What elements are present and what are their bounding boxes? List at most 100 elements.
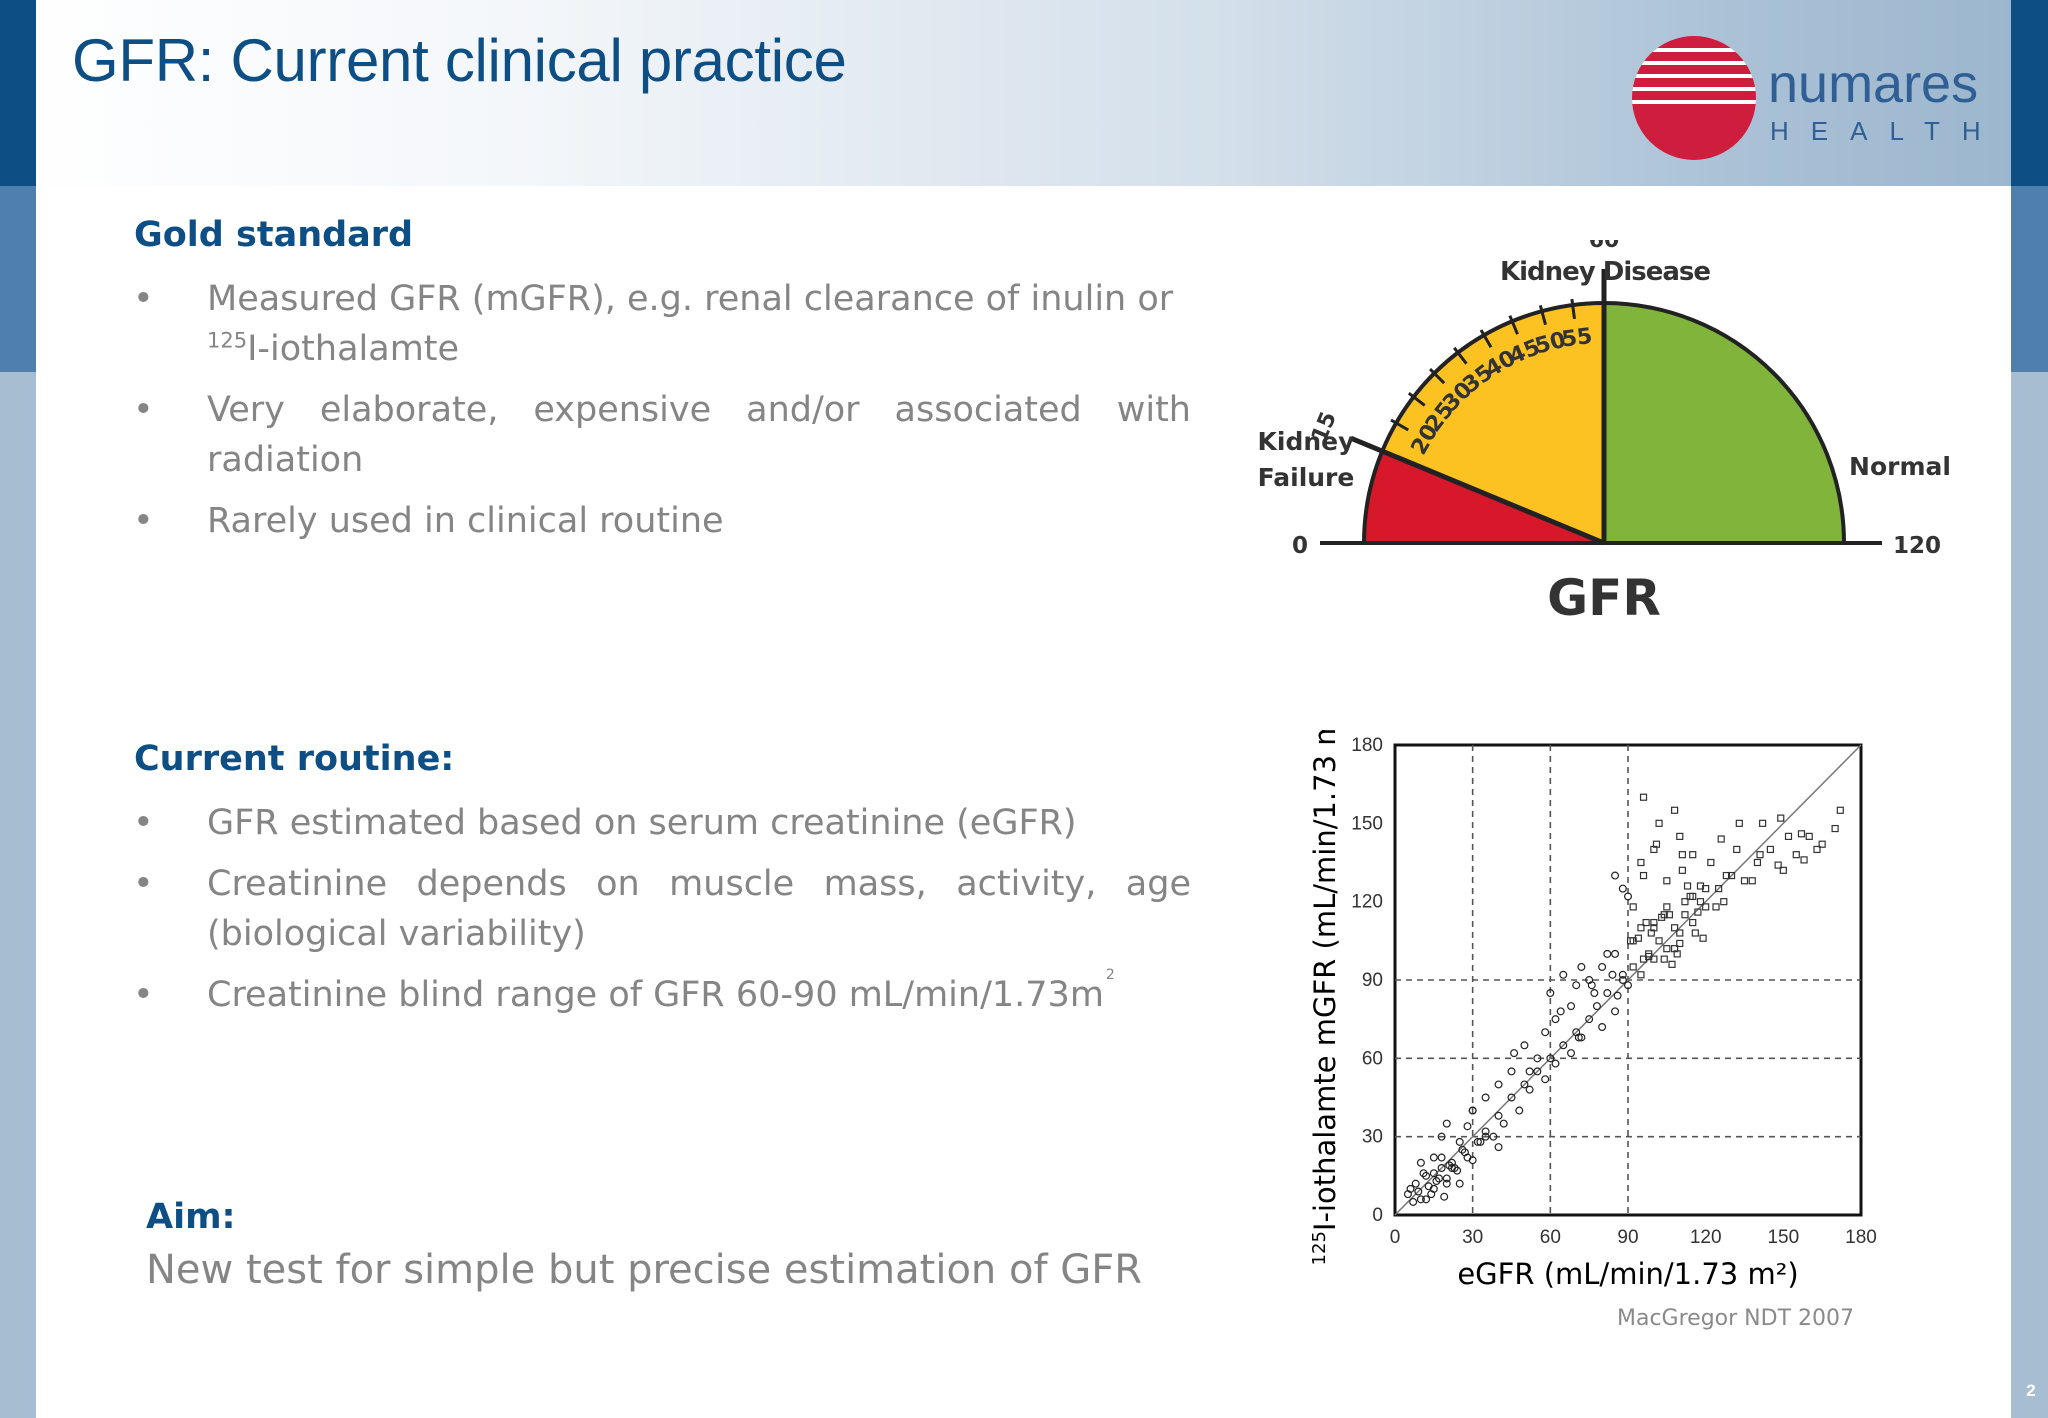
data-point xyxy=(1424,1182,1433,1191)
data-point xyxy=(1712,903,1720,911)
data-point xyxy=(1520,1080,1529,1089)
data-point xyxy=(1668,960,1676,968)
y-tick-label: 120 xyxy=(1351,892,1383,913)
data-point xyxy=(1683,882,1692,890)
list-item-text: Rarely used in clinical routine xyxy=(207,501,724,541)
data-point xyxy=(1567,1002,1576,1011)
data-point xyxy=(1702,903,1710,911)
data-point xyxy=(1608,970,1617,979)
data-point xyxy=(1753,858,1762,867)
gold-standard-list: • Measured GFR (mGFR), e.g. renal cleara… xyxy=(133,274,1191,557)
list-item-text-continued: I-iothalamte xyxy=(247,329,460,369)
bullet-icon: • xyxy=(133,501,154,541)
data-point xyxy=(1499,1119,1508,1128)
data-point xyxy=(1639,871,1648,880)
current-routine-list: • GFR estimated based on serum creatinin… xyxy=(133,798,1191,1031)
data-point xyxy=(1603,949,1612,958)
y-tick-labels: 0 30 60 90 120 150 180 xyxy=(1351,735,1383,1226)
data-point xyxy=(1476,1137,1485,1146)
y-tick-label: 60 xyxy=(1362,1048,1383,1069)
data-point xyxy=(1585,1015,1594,1024)
data-point xyxy=(1406,1184,1415,1193)
aim-heading: Aim: xyxy=(146,1197,236,1237)
data-point xyxy=(1689,851,1697,859)
data-point xyxy=(1637,971,1645,979)
x-axis-title: eGFR (mL/min/1.73 m²) xyxy=(1457,1257,1798,1291)
gauge-tick xyxy=(1570,298,1576,320)
data-point xyxy=(1587,981,1596,990)
x-tick-labels: 0 30 60 90 120 150 180 xyxy=(1390,1227,1877,1248)
gauge-tick xyxy=(1390,418,1410,432)
data-point xyxy=(1818,840,1826,848)
data-point xyxy=(1624,981,1633,990)
data-point xyxy=(1458,1145,1467,1154)
data-point xyxy=(1416,1195,1425,1204)
x-tick-label: 150 xyxy=(1767,1227,1799,1248)
right-strip-mid-segment xyxy=(2011,186,2048,372)
data-point xyxy=(1422,1171,1431,1180)
x-tick-label: 0 xyxy=(1390,1227,1401,1248)
data-point xyxy=(1678,866,1686,874)
data-point xyxy=(1611,1007,1620,1016)
y-tick-label: 90 xyxy=(1362,970,1383,991)
data-point xyxy=(1647,929,1655,937)
data-point xyxy=(1510,1049,1519,1058)
y-axis-title-sup: 125 xyxy=(1309,1231,1330,1265)
data-point xyxy=(1450,1164,1459,1173)
data-point xyxy=(1629,903,1637,911)
data-point xyxy=(1805,832,1813,840)
data-point xyxy=(1442,1119,1451,1128)
data-point xyxy=(1650,918,1658,927)
data-point xyxy=(1577,1033,1586,1042)
data-point xyxy=(1691,929,1699,937)
data-point xyxy=(1624,892,1633,901)
logo-mark xyxy=(1632,36,1756,160)
data-point xyxy=(1642,918,1650,927)
citation: MacGregor NDT 2007 xyxy=(1617,1306,1854,1331)
bullet-icon: • xyxy=(133,390,154,430)
data-point xyxy=(1442,1179,1451,1188)
y-axis-title-text: I-iothalamte mGFR (mL/min/1.73 m²) xyxy=(1308,730,1342,1231)
data-point xyxy=(1427,1190,1436,1199)
data-point xyxy=(1652,840,1661,848)
data-point xyxy=(1494,1143,1503,1152)
data-point xyxy=(1455,1179,1464,1188)
data-point xyxy=(1442,1174,1451,1183)
data-point xyxy=(1460,1148,1469,1157)
list-item-text: Very elaborate, expensive and/or associa… xyxy=(207,390,1191,480)
right-side-strip xyxy=(2011,0,2048,1418)
gauge-tick xyxy=(1407,392,1426,407)
list-item: • Very elaborate, expensive and/or assoc… xyxy=(133,385,1191,485)
data-point xyxy=(1419,1169,1428,1178)
data-point xyxy=(1676,929,1684,937)
data-point xyxy=(1634,934,1642,942)
gauge-label-failure-line2: Failure xyxy=(1258,463,1355,492)
data-point xyxy=(1722,871,1730,880)
logo-subtext: HEALTH xyxy=(1770,116,1980,146)
list-item: • Creatinine blind range of GFR 60-90 mL… xyxy=(133,968,1191,1020)
data-point xyxy=(1655,937,1663,945)
data-point xyxy=(1792,851,1800,859)
data-point xyxy=(1416,1158,1425,1167)
data-point xyxy=(1733,845,1741,854)
data-point xyxy=(1673,950,1681,958)
aim-text: New test for simple but precise estimati… xyxy=(146,1247,1143,1293)
data-point xyxy=(1507,1093,1516,1102)
data-point xyxy=(1422,1195,1431,1204)
data-point xyxy=(1559,1041,1568,1050)
data-point xyxy=(1658,913,1666,921)
data-point xyxy=(1660,955,1668,963)
data-point xyxy=(1784,832,1793,840)
data-point xyxy=(1831,824,1839,833)
left-strip-top-segment xyxy=(0,0,36,186)
y-tick-label: 30 xyxy=(1362,1127,1383,1148)
data-point xyxy=(1836,806,1844,814)
data-point xyxy=(1429,1169,1438,1178)
data-point xyxy=(1777,814,1785,822)
left-side-strip xyxy=(0,0,36,1418)
bullet-icon: • xyxy=(133,975,154,1015)
data-point xyxy=(1598,1023,1607,1032)
data-point xyxy=(1694,908,1702,916)
data-point xyxy=(1520,1041,1529,1050)
y-axis-title: 125I-iothalamte mGFR (mL/min/1.73 m²) xyxy=(1308,730,1342,1265)
